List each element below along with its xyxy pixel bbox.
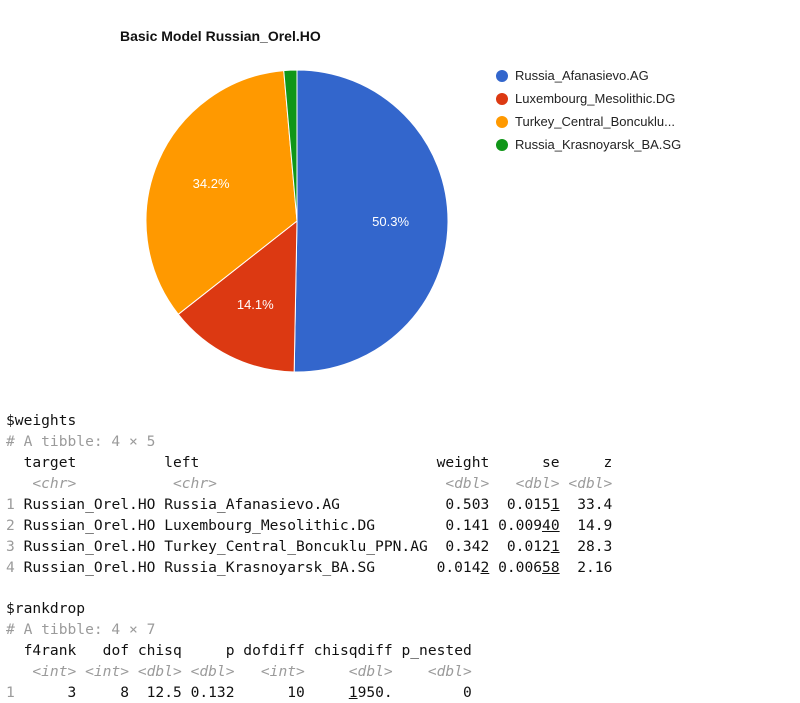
cell-target: Russian_Orel.HO — [23, 559, 156, 576]
column-type: <dbl> — [190, 663, 235, 680]
legend-swatch — [496, 115, 508, 128]
cell-weight: 0.141 — [436, 517, 490, 534]
cell-target: Russian_Orel.HO — [23, 496, 156, 513]
column-type: <chr> — [23, 475, 156, 492]
column-type: <dbl> — [401, 663, 472, 680]
column-header: chisqdiff — [313, 642, 393, 659]
cell-se: 0.00658 — [498, 559, 560, 576]
cell-z: 14.9 — [568, 517, 613, 534]
legend-item: Russia_Afanasievo.AG — [496, 64, 681, 87]
cell-chisq: 12.5 — [137, 684, 182, 701]
cell-left: Russia_Afanasievo.AG — [164, 496, 428, 513]
cell-dof: 8 — [85, 684, 130, 701]
legend-label: Luxembourg_Mesolithic.DG — [515, 91, 676, 106]
legend-swatch — [496, 138, 508, 151]
cell-f4rank: 3 — [23, 684, 77, 701]
cell-left: Russia_Krasnoyarsk_BA.SG — [164, 559, 428, 576]
pie-slice — [145, 70, 298, 315]
cell-weight: 0.342 — [436, 538, 490, 555]
legend-label: Russia_Afanasievo.AG — [515, 68, 649, 83]
column-type: <int> — [85, 663, 130, 680]
column-type: <int> — [243, 663, 305, 680]
cell-se: 0.0121 — [498, 538, 560, 555]
column-header: dof — [85, 642, 130, 659]
column-type: <chr> — [164, 475, 428, 492]
tibble-comment: # A tibble: 4 × 5 — [6, 433, 156, 450]
column-type: <dbl> — [137, 663, 182, 680]
column-header: z — [568, 454, 613, 471]
legend-swatch — [496, 92, 508, 105]
row-index: 4 — [6, 559, 15, 576]
cell-weight: 0.0142 — [436, 559, 490, 576]
cell-se: 0.0151 — [498, 496, 560, 513]
pie-slice — [283, 69, 298, 222]
column-type: <dbl> — [436, 475, 490, 492]
column-header: target — [23, 454, 156, 471]
legend-item: Luxembourg_Mesolithic.DG — [496, 87, 681, 110]
cell-chisqdiff: 1950. — [348, 684, 393, 701]
column-header: dofdiff — [243, 642, 305, 659]
cell-dofdiff: 10 — [243, 684, 305, 701]
chart-title: Basic Model Russian_Orel.HO — [120, 28, 321, 44]
weights-output: $weights # A tibble: 4 × 5 target left w… — [6, 410, 612, 578]
column-header: p — [190, 642, 235, 659]
row-index: 1 — [6, 496, 15, 513]
column-type: <dbl> — [568, 475, 613, 492]
cell-z: 2.16 — [568, 559, 613, 576]
legend-swatch — [496, 69, 508, 82]
column-header: left — [164, 454, 428, 471]
pie-slice — [177, 219, 298, 373]
legend-label: Russia_Krasnoyarsk_BA.SG — [515, 137, 682, 152]
slice-label: 34.2% — [193, 176, 230, 191]
row-index: 2 — [6, 517, 15, 534]
pie-chart: 50.3% 14.1% 34.2% — [145, 69, 449, 373]
chart-legend: Russia_Afanasievo.AG Luxembourg_Mesolith… — [496, 64, 681, 156]
column-type: <int> — [23, 663, 77, 680]
cell-p_nested: 0 — [401, 684, 472, 701]
slice-label: 14.1% — [237, 297, 274, 312]
column-header: se — [498, 454, 560, 471]
cell-z: 28.3 — [568, 538, 613, 555]
legend-item: Russia_Krasnoyarsk_BA.SG — [496, 133, 681, 156]
row-index: 3 — [6, 538, 15, 555]
slice-label: 50.3% — [372, 214, 409, 229]
rankdrop-header: $rankdrop — [6, 600, 86, 617]
rankdrop-output: $rankdrop # A tibble: 4 × 7 f4rank dof c… — [6, 598, 472, 703]
column-header: p_nested — [401, 642, 472, 659]
cell-left: Luxembourg_Mesolithic.DG — [164, 517, 428, 534]
column-header: f4rank — [23, 642, 77, 659]
cell-target: Russian_Orel.HO — [23, 517, 156, 534]
column-header: weight — [436, 454, 490, 471]
tibble-comment: # A tibble: 4 × 7 — [6, 621, 156, 638]
cell-left: Turkey_Central_Boncuklu_PPN.AG — [164, 538, 428, 555]
cell-weight: 0.503 — [436, 496, 490, 513]
pie-slice — [293, 69, 449, 373]
column-header: chisq — [137, 642, 182, 659]
column-type: <dbl> — [498, 475, 560, 492]
legend-item: Turkey_Central_Boncuklu... — [496, 110, 681, 133]
cell-z: 33.4 — [568, 496, 613, 513]
legend-label: Turkey_Central_Boncuklu... — [515, 114, 675, 129]
cell-target: Russian_Orel.HO — [23, 538, 156, 555]
row-index: 1 — [6, 684, 15, 701]
cell-se: 0.00940 — [498, 517, 560, 534]
weights-header: $weights — [6, 412, 77, 429]
cell-p: 0.132 — [190, 684, 235, 701]
column-type: <dbl> — [313, 663, 393, 680]
